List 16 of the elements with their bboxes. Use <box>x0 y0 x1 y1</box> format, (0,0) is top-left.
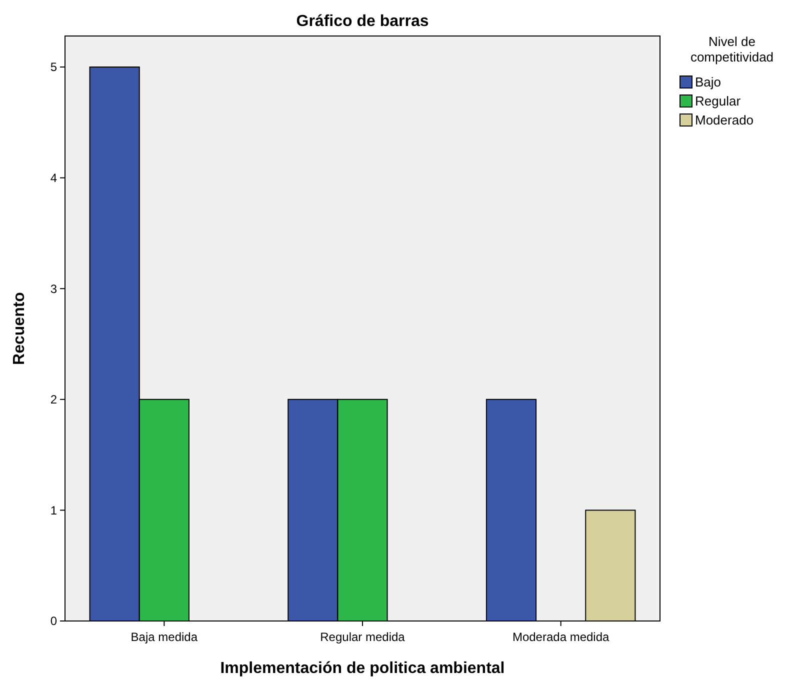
y-tick-label: 2 <box>50 392 58 407</box>
legend-title: Nivel de competitividad <box>690 34 774 65</box>
legend-label: Regular <box>695 94 742 109</box>
legend-label: Moderado <box>695 112 754 128</box>
y-tick-label: 1 <box>50 503 58 518</box>
x-tick-label: Moderada medida <box>512 630 610 644</box>
y-tick-label: 3 <box>50 282 58 296</box>
chart-title: Gráfico de barras <box>296 13 429 30</box>
x-tick-label: Regular medida <box>320 630 406 644</box>
y-axis-title: Recuento <box>11 292 28 365</box>
y-tick-label: 0 <box>50 614 58 628</box>
y-tick-label: 4 <box>50 171 58 186</box>
legend-label: Bajo <box>695 74 722 90</box>
x-axis-title: Implementación de politica ambiental <box>220 660 505 677</box>
y-tick-label: 5 <box>50 60 58 74</box>
x-tick-label: Baja medida <box>130 630 198 644</box>
